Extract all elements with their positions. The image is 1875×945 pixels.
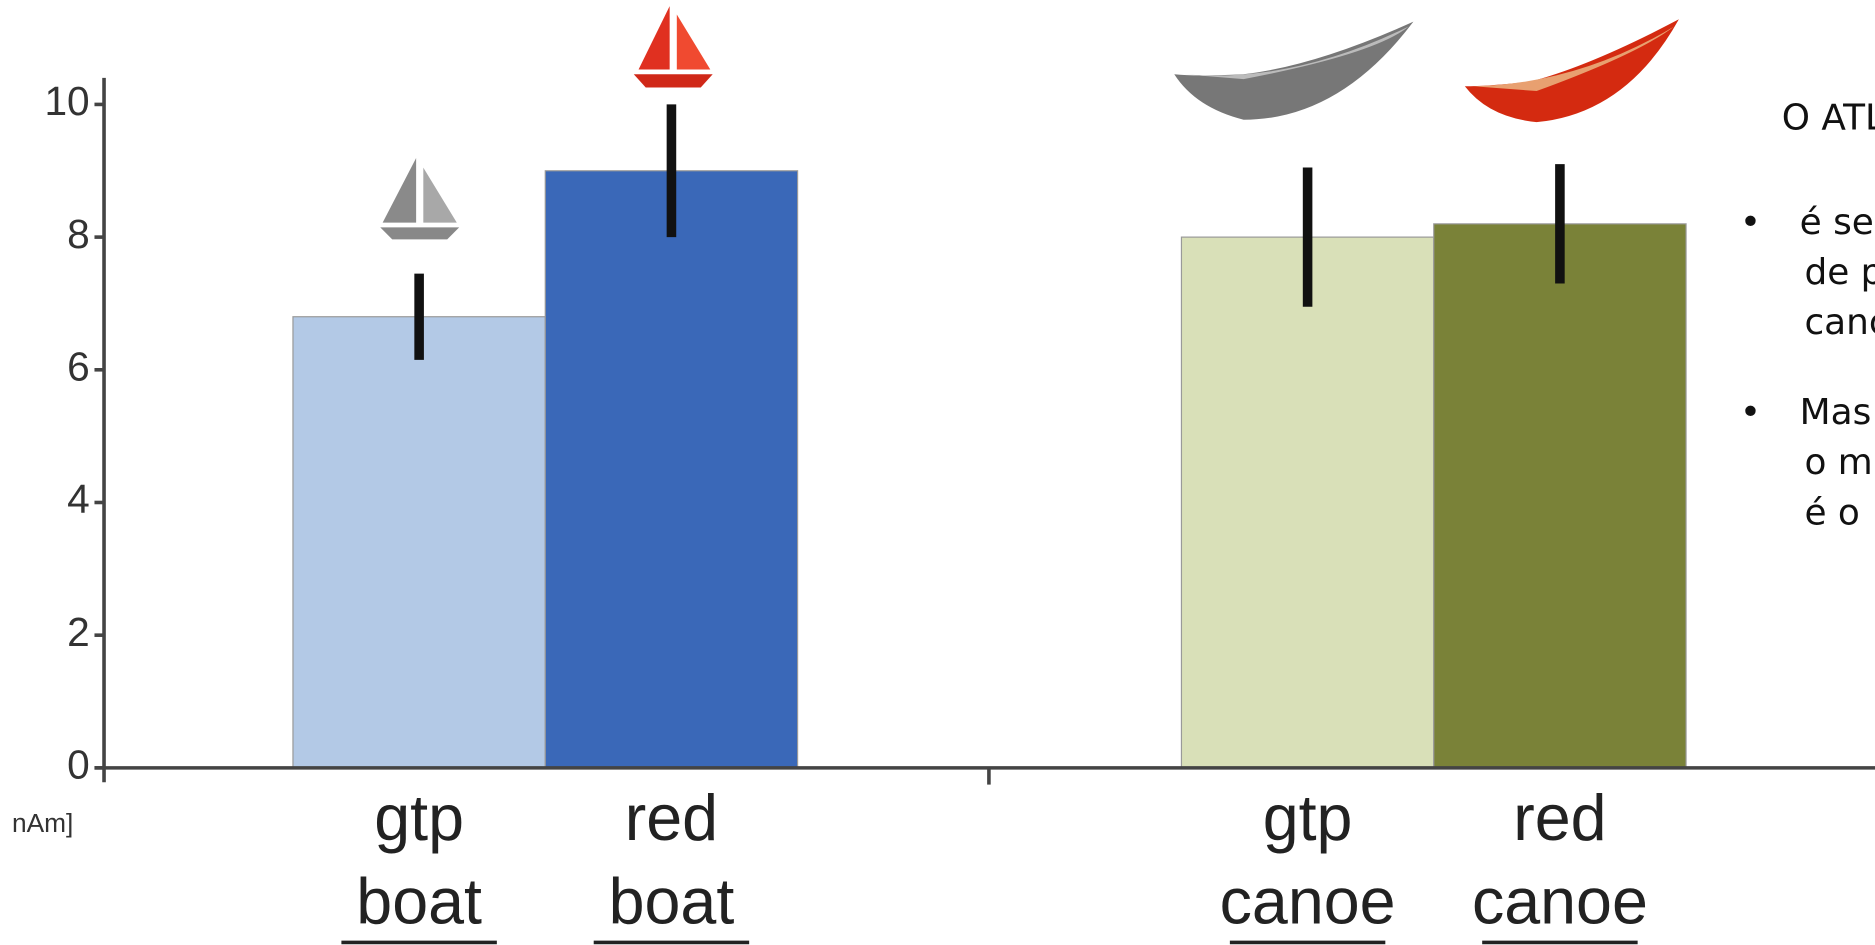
bar bbox=[292, 316, 546, 769]
x-tick-label: red bbox=[1513, 782, 1606, 854]
y-tick-label: 6 bbox=[67, 344, 90, 390]
x-tick-label: red bbox=[625, 782, 718, 854]
bullet-line: Mas bbox=[1800, 392, 1872, 433]
bullet-line: de p bbox=[1804, 252, 1875, 293]
red-sailboat-icon bbox=[633, 6, 713, 88]
panel-heading: O ATL bbox=[1782, 98, 1875, 139]
x-tick-label: gtp bbox=[1263, 782, 1353, 854]
grey-sailboat-icon bbox=[380, 158, 460, 240]
bullet-line: canc bbox=[1804, 302, 1875, 343]
grey-canoe-icon bbox=[1174, 21, 1414, 120]
y-tick-label: 4 bbox=[67, 476, 90, 522]
y-tick-label: 2 bbox=[67, 609, 90, 655]
red-canoe-icon bbox=[1464, 19, 1679, 123]
x-tick-label: canoe bbox=[1220, 866, 1396, 938]
y-axis-label: nAm] bbox=[12, 808, 73, 838]
bar bbox=[1433, 223, 1687, 769]
bullet-dot: • bbox=[1740, 392, 1761, 433]
y-tick-label: 10 bbox=[44, 78, 89, 124]
x-tick-label: canoe bbox=[1472, 866, 1648, 938]
y-tick-label: 0 bbox=[67, 742, 90, 788]
x-tick-label: boat bbox=[356, 866, 482, 938]
bullet-dot: • bbox=[1740, 202, 1761, 243]
x-tick-label: gtp bbox=[374, 782, 464, 854]
bar bbox=[544, 170, 799, 769]
bullet-line: é se bbox=[1800, 202, 1874, 243]
bullet-line: é o bbox=[1804, 492, 1859, 533]
bullet-line: o m bbox=[1804, 442, 1872, 483]
x-tick-label: boat bbox=[609, 866, 735, 938]
bar bbox=[1180, 236, 1435, 769]
y-tick-label: 8 bbox=[67, 211, 90, 257]
